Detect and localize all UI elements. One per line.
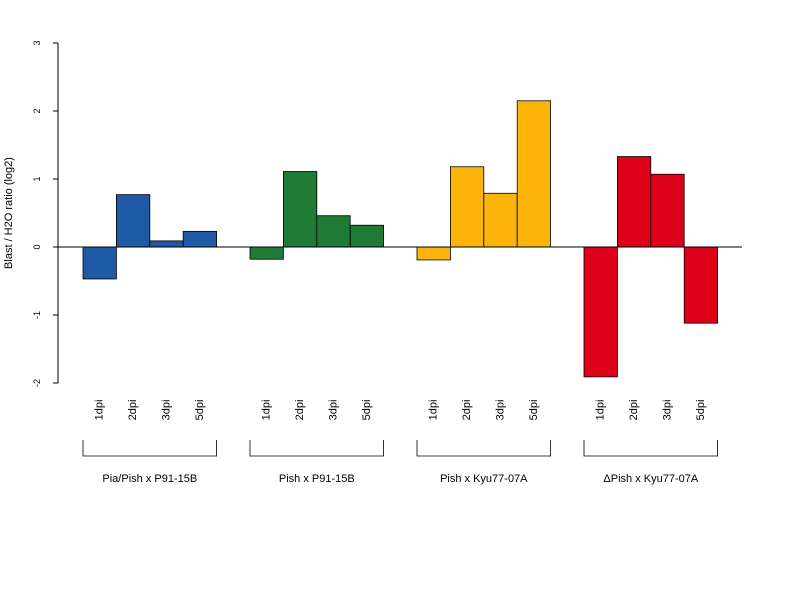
bar	[449, 166, 485, 248]
group-label: Pia/Pish x P91-15B	[102, 473, 197, 485]
group-bracket	[249, 440, 384, 457]
bar	[583, 246, 618, 378]
x-tick-label: 2dpi	[127, 400, 139, 421]
y-tick-label: -2	[32, 379, 42, 387]
bar	[82, 246, 117, 280]
x-tick-labels: 1dpi 2dpi 3dpi 5dpi 1dpi 2dpi 3dpi 5dpi 1dpi 2dpi…	[94, 400, 707, 421]
bar	[182, 230, 217, 248]
bar	[316, 215, 351, 248]
group-bracket	[416, 440, 551, 457]
y-tick-label: 2	[32, 108, 42, 113]
x-tick-label: 3dpi	[161, 400, 173, 421]
group-bracket	[82, 440, 217, 457]
bar	[683, 246, 719, 324]
bar	[116, 194, 151, 248]
x-tick-label: 5dpi	[194, 400, 206, 421]
bar	[149, 240, 184, 248]
x-tick-label: 3dpi	[662, 400, 674, 421]
bar	[617, 156, 652, 248]
x-tick-label: 1dpi	[261, 400, 273, 421]
y-tick-label: 0	[32, 244, 42, 249]
x-tick-label: 1dpi	[94, 400, 106, 421]
y-axis: -2 -1 0 1 2 3	[32, 40, 59, 387]
bar	[349, 224, 385, 248]
x-tick-label: 3dpi	[328, 400, 340, 421]
y-tick-label: -1	[32, 311, 42, 319]
group-label: Pish x Kyu77-07A	[440, 473, 528, 485]
y-axis-label: Blast / H2O ratio (log2)	[3, 157, 15, 269]
bar	[650, 173, 685, 248]
x-tick-label: 5dpi	[695, 400, 707, 421]
x-tick-label: 3dpi	[495, 400, 507, 421]
bars	[82, 100, 719, 378]
bar	[483, 192, 518, 248]
y-tick-label: 1	[32, 176, 42, 181]
x-tick-label: 2dpi	[461, 400, 473, 421]
group-brackets: Pia/Pish x P91-15B Pish x P91-15B Pish x K…	[82, 440, 718, 485]
x-tick-label: 1dpi	[428, 400, 440, 421]
bar	[282, 171, 318, 248]
y-tick-label: 3	[32, 40, 42, 45]
bar	[416, 246, 451, 261]
x-tick-label: 2dpi	[628, 400, 640, 421]
bar	[249, 246, 284, 260]
x-tick-label: 5dpi	[361, 400, 373, 421]
x-tick-label: 1dpi	[595, 400, 607, 421]
group-bracket	[583, 440, 718, 457]
group-label: Pish x P91-15B	[279, 473, 355, 485]
bar	[516, 100, 552, 248]
x-tick-label: 2dpi	[294, 400, 306, 421]
group-label: ΔPish x Kyu77-07A	[603, 473, 698, 485]
x-tick-label: 5dpi	[528, 400, 540, 421]
